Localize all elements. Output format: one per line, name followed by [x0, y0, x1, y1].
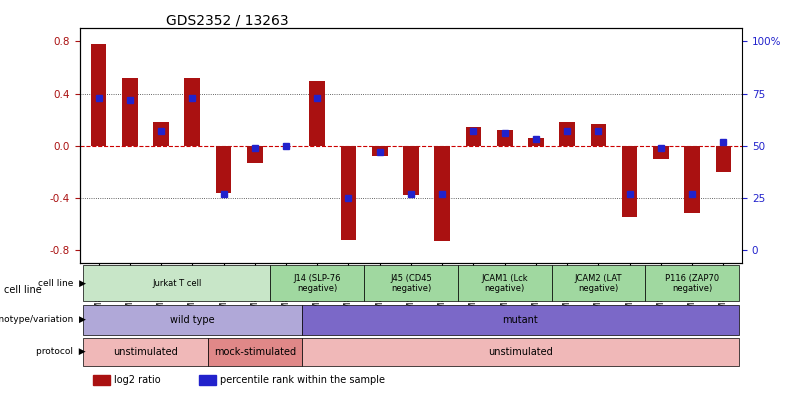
Text: mutant: mutant	[503, 315, 538, 325]
Text: JCAM1 (Lck
negative): JCAM1 (Lck negative)	[481, 273, 528, 293]
Text: cell line  ▶: cell line ▶	[38, 279, 86, 288]
Text: J14 (SLP-76
negative): J14 (SLP-76 negative)	[294, 273, 341, 293]
FancyBboxPatch shape	[302, 338, 739, 366]
Text: mock-stimulated: mock-stimulated	[214, 347, 296, 357]
Text: unstimulated: unstimulated	[113, 347, 178, 357]
FancyBboxPatch shape	[364, 265, 458, 301]
Bar	[685, 146, 700, 213]
Bar	[184, 78, 200, 146]
Bar	[622, 146, 638, 217]
Text: cell line: cell line	[4, 285, 41, 294]
Text: Jurkat T cell: Jurkat T cell	[152, 279, 201, 288]
Text: wild type: wild type	[170, 315, 215, 325]
Bar	[466, 128, 481, 146]
Bar	[653, 146, 669, 159]
Bar	[528, 138, 543, 146]
Bar	[215, 146, 231, 193]
Text: percentile rank within the sample: percentile rank within the sample	[220, 375, 385, 385]
FancyBboxPatch shape	[551, 265, 646, 301]
Text: JCAM2 (LAT
negative): JCAM2 (LAT negative)	[575, 273, 622, 293]
Text: unstimulated: unstimulated	[488, 347, 553, 357]
Text: GDS2352 / 13263: GDS2352 / 13263	[166, 13, 289, 27]
Bar	[310, 81, 325, 146]
FancyBboxPatch shape	[646, 265, 739, 301]
Bar	[341, 146, 356, 240]
FancyBboxPatch shape	[208, 338, 302, 366]
Bar	[497, 130, 512, 146]
Bar	[716, 146, 731, 172]
Text: genotype/variation  ▶: genotype/variation ▶	[0, 315, 86, 324]
FancyBboxPatch shape	[458, 265, 551, 301]
Bar	[403, 146, 419, 195]
Bar	[591, 124, 606, 146]
FancyBboxPatch shape	[302, 305, 739, 335]
Text: P116 (ZAP70
negative): P116 (ZAP70 negative)	[665, 273, 719, 293]
Bar	[199, 375, 215, 385]
FancyBboxPatch shape	[83, 305, 302, 335]
Bar	[91, 44, 106, 146]
FancyBboxPatch shape	[271, 265, 364, 301]
Bar	[559, 122, 575, 146]
Bar	[372, 146, 388, 156]
FancyBboxPatch shape	[83, 338, 208, 366]
Bar	[247, 146, 263, 163]
Text: log2 ratio: log2 ratio	[114, 375, 161, 385]
Bar	[434, 146, 450, 241]
Text: J45 (CD45
negative): J45 (CD45 negative)	[390, 273, 432, 293]
Bar	[93, 375, 109, 385]
Bar	[122, 78, 137, 146]
FancyBboxPatch shape	[83, 265, 271, 301]
Text: protocol  ▶: protocol ▶	[37, 347, 86, 356]
Bar	[153, 122, 169, 146]
